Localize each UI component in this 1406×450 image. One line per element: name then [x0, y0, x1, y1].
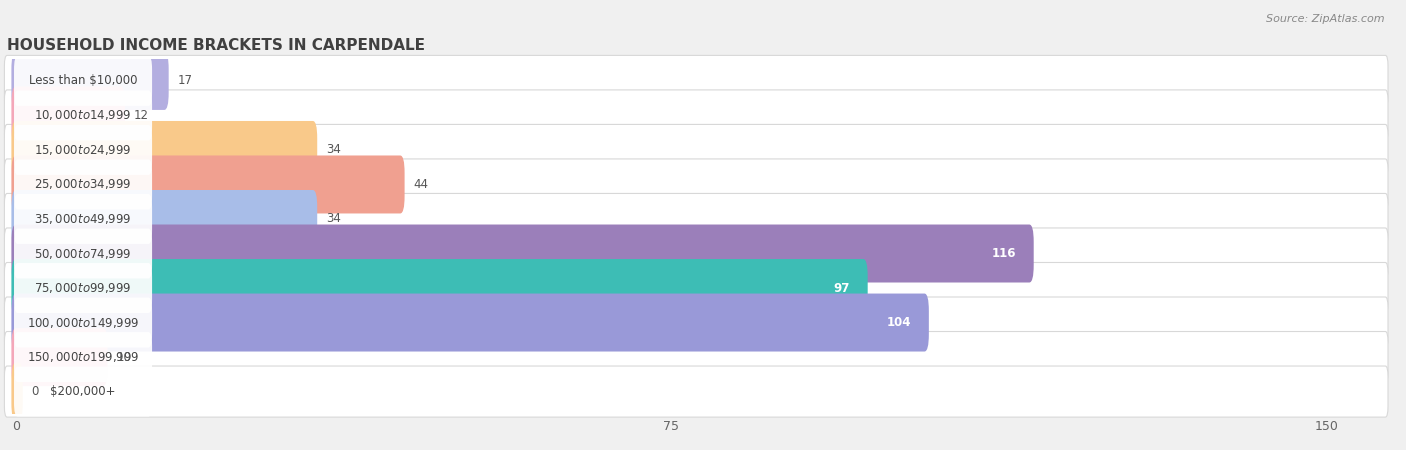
FancyBboxPatch shape	[11, 86, 125, 144]
Text: Source: ZipAtlas.com: Source: ZipAtlas.com	[1267, 14, 1385, 23]
Text: 44: 44	[413, 178, 429, 191]
Text: $100,000 to $149,999: $100,000 to $149,999	[27, 315, 139, 329]
Text: $25,000 to $34,999: $25,000 to $34,999	[34, 177, 132, 192]
Text: $10,000 to $14,999: $10,000 to $14,999	[34, 108, 132, 122]
FancyBboxPatch shape	[4, 159, 1388, 210]
Text: 116: 116	[991, 247, 1017, 260]
Text: $35,000 to $49,999: $35,000 to $49,999	[34, 212, 132, 226]
Text: 34: 34	[326, 144, 340, 157]
FancyBboxPatch shape	[11, 328, 107, 386]
FancyBboxPatch shape	[4, 366, 1388, 417]
FancyBboxPatch shape	[14, 297, 152, 347]
Text: 34: 34	[326, 212, 340, 225]
FancyBboxPatch shape	[4, 228, 1388, 279]
FancyBboxPatch shape	[14, 90, 152, 140]
Text: 104: 104	[887, 316, 911, 329]
FancyBboxPatch shape	[11, 225, 1033, 283]
FancyBboxPatch shape	[11, 121, 318, 179]
Text: $75,000 to $99,999: $75,000 to $99,999	[34, 281, 132, 295]
FancyBboxPatch shape	[11, 293, 929, 351]
FancyBboxPatch shape	[4, 332, 1388, 382]
FancyBboxPatch shape	[4, 124, 1388, 176]
Text: 0: 0	[31, 385, 39, 398]
Text: $200,000+: $200,000+	[51, 385, 115, 398]
FancyBboxPatch shape	[4, 297, 1388, 348]
Text: 10: 10	[117, 351, 131, 364]
Text: $50,000 to $74,999: $50,000 to $74,999	[34, 247, 132, 261]
Text: $15,000 to $24,999: $15,000 to $24,999	[34, 143, 132, 157]
FancyBboxPatch shape	[14, 125, 152, 175]
FancyBboxPatch shape	[11, 52, 169, 110]
FancyBboxPatch shape	[4, 55, 1388, 107]
Text: 97: 97	[834, 282, 851, 294]
FancyBboxPatch shape	[14, 159, 152, 209]
FancyBboxPatch shape	[14, 194, 152, 244]
Text: $150,000 to $199,999: $150,000 to $199,999	[27, 350, 139, 364]
FancyBboxPatch shape	[4, 90, 1388, 141]
FancyBboxPatch shape	[4, 194, 1388, 244]
FancyBboxPatch shape	[11, 190, 318, 248]
FancyBboxPatch shape	[11, 156, 405, 213]
FancyBboxPatch shape	[14, 332, 152, 382]
Text: 12: 12	[134, 109, 149, 122]
FancyBboxPatch shape	[11, 259, 868, 317]
Text: Less than $10,000: Less than $10,000	[28, 74, 138, 87]
FancyBboxPatch shape	[4, 262, 1388, 314]
FancyBboxPatch shape	[14, 229, 152, 279]
Text: HOUSEHOLD INCOME BRACKETS IN CARPENDALE: HOUSEHOLD INCOME BRACKETS IN CARPENDALE	[7, 38, 425, 53]
FancyBboxPatch shape	[14, 263, 152, 313]
FancyBboxPatch shape	[14, 367, 152, 417]
Text: 17: 17	[177, 74, 193, 87]
FancyBboxPatch shape	[11, 363, 22, 421]
FancyBboxPatch shape	[14, 56, 152, 106]
